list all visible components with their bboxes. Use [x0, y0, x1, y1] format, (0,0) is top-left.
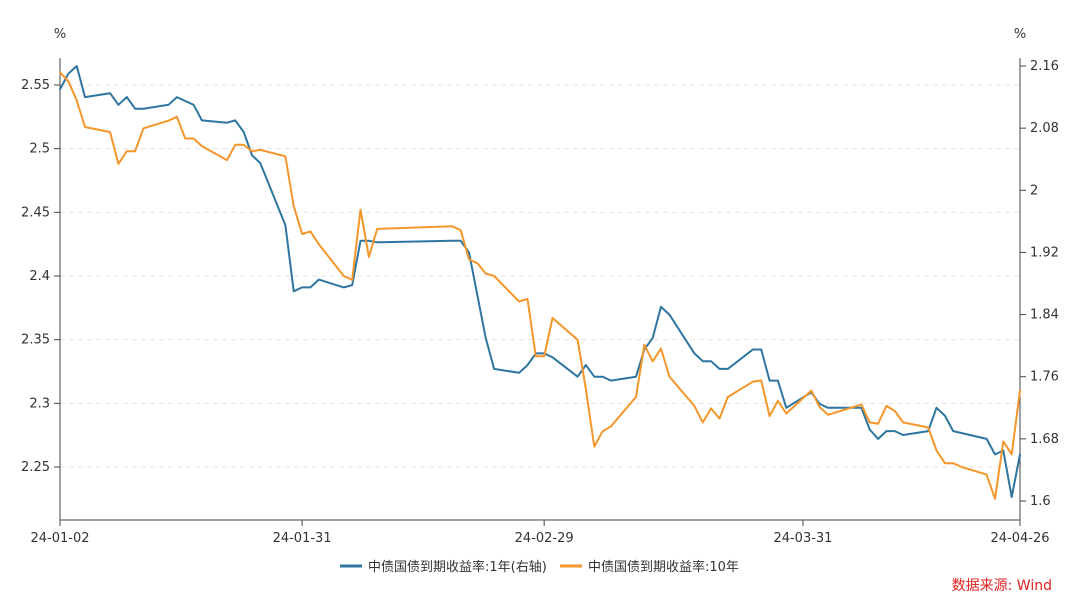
left-axis-unit: % [54, 27, 66, 42]
x-tick-label: 24-03-31 [773, 531, 832, 546]
right-axis-unit: % [1014, 27, 1026, 42]
x-tick-label: 24-04-26 [990, 531, 1049, 546]
legend-label: 中债国债到期收益率:1年(右轴) [368, 559, 547, 575]
axes: % % [54, 27, 1026, 521]
series-line-1 [59, 65, 1021, 499]
x-tick-label: 24-01-02 [30, 531, 89, 546]
right-tick-label: 2.16 [1030, 59, 1059, 74]
left-tick-label: 2.55 [21, 78, 50, 93]
source-note: 数据来源: Wind [952, 578, 1052, 594]
legend: 中债国债到期收益率:1年(右轴) 中债国债到期收益率:10年 [340, 559, 739, 575]
right-tick-label: 1.68 [1030, 432, 1059, 447]
left-tick-label: 2.5 [29, 142, 50, 157]
left-tick-label: 2.3 [29, 396, 50, 411]
grid-lines [60, 84, 1020, 468]
legend-label: 中债国债到期收益率:10年 [588, 559, 739, 575]
series-line-2 [59, 71, 1021, 500]
x-tick-label: 24-02-29 [515, 531, 574, 546]
right-tick-label: 1.92 [1030, 245, 1059, 260]
left-tick-label: 2.4 [29, 269, 50, 284]
tick-labels: 2.55 2.5 2.45 2.4 2.35 2.3 2.25 2.16 2.08 2 1.92 1.… [21, 59, 1059, 546]
right-tick-label: 2 [1030, 183, 1038, 198]
x-tick-label: 24-01-31 [273, 531, 332, 546]
left-tick-label: 2.45 [21, 205, 50, 220]
right-tick-label: 1.6 [1030, 494, 1051, 509]
right-tick-label: 2.08 [1030, 121, 1059, 136]
right-tick-label: 1.76 [1030, 370, 1059, 385]
series-lines [59, 65, 1021, 500]
left-tick-label: 2.25 [21, 460, 50, 475]
left-tick-label: 2.35 [21, 333, 50, 348]
right-tick-label: 1.84 [1030, 308, 1059, 323]
